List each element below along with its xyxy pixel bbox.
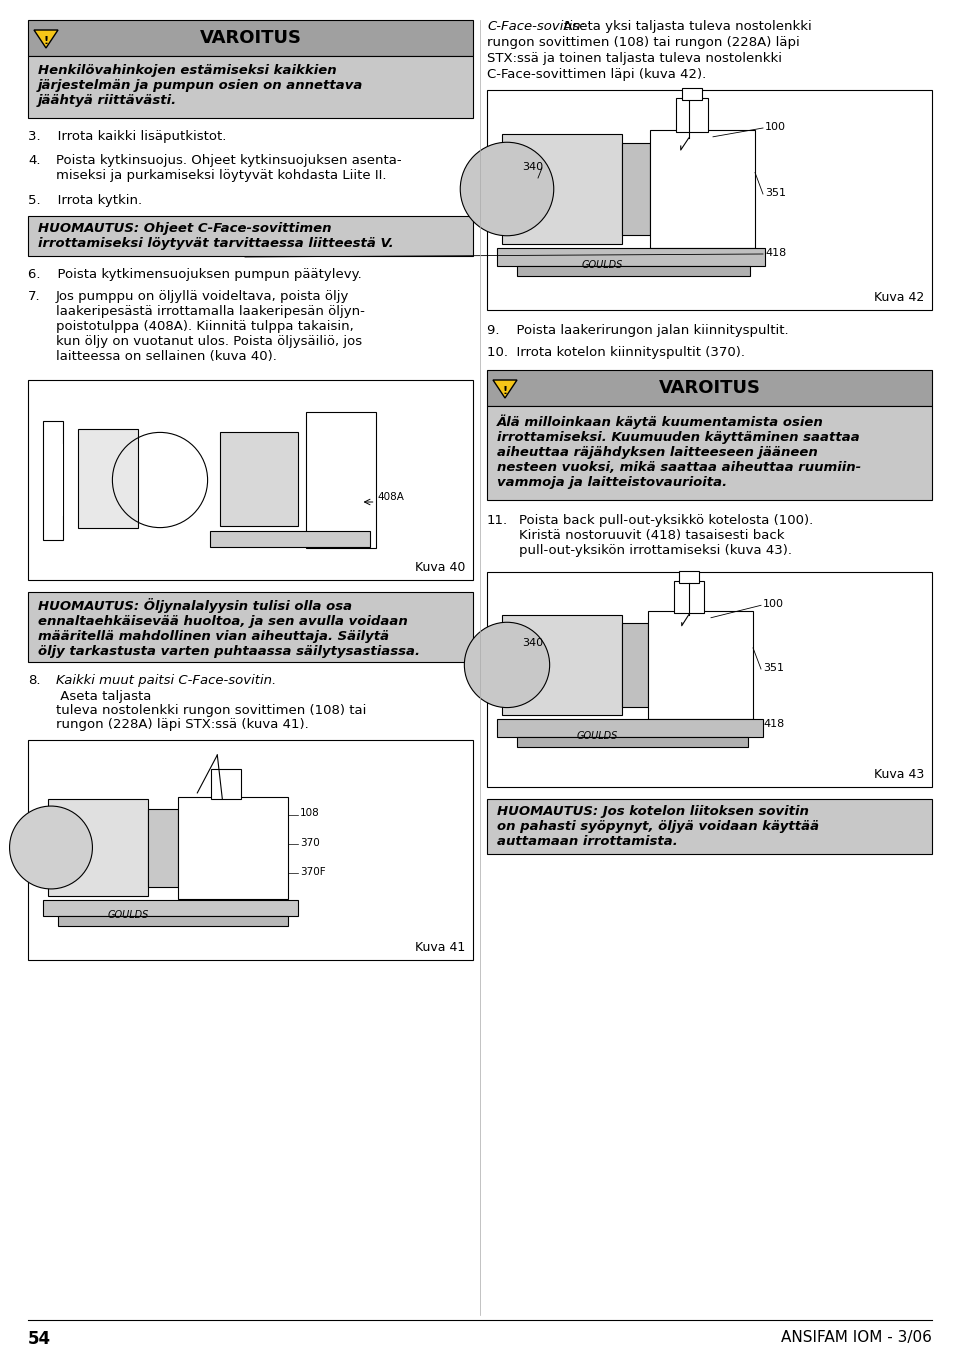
Polygon shape <box>34 30 58 49</box>
Bar <box>48 444 63 516</box>
Text: Poista kytkinsuojus. Ohjeet kytkinsuojuksen asenta-
miseksi ja purkamiseksi löyt: Poista kytkinsuojus. Ohjeet kytkinsuojuk… <box>56 154 401 182</box>
Bar <box>28 592 473 662</box>
Bar <box>517 266 750 276</box>
Text: 340: 340 <box>522 638 543 648</box>
Text: 54: 54 <box>28 1329 51 1348</box>
Bar <box>502 615 622 715</box>
Text: Kaikki muut paitsi C-Face-sovitin.: Kaikki muut paitsi C-Face-sovitin. <box>56 674 276 688</box>
Text: STX:ssä ja toinen taljasta tuleva nostolenkki: STX:ssä ja toinen taljasta tuleva nostol… <box>487 51 782 65</box>
Bar <box>43 420 63 539</box>
Bar <box>209 531 370 547</box>
Text: ANSIFAM IOM - 3/06: ANSIFAM IOM - 3/06 <box>781 1329 932 1346</box>
Bar <box>178 797 288 900</box>
Bar <box>650 130 755 249</box>
Text: HUOMAUTUS: Ohjeet C-Face-sovittimen
irrottamiseksi löytyvät tarvittaessa liittee: HUOMAUTUS: Ohjeet C-Face-sovittimen irro… <box>38 222 394 250</box>
Text: 10.  Irrota kotelon kiinnityspultit (370).: 10. Irrota kotelon kiinnityspultit (370)… <box>487 346 745 359</box>
Text: Jos pumppu on öljyllä voideltava, poista öljy
laakeripesästä irrottamalla laaker: Jos pumppu on öljyllä voideltava, poista… <box>56 290 365 363</box>
Text: 418: 418 <box>763 719 784 730</box>
Bar <box>674 581 705 613</box>
Text: VAROITUS: VAROITUS <box>200 28 301 47</box>
Bar <box>28 55 473 118</box>
Text: 108: 108 <box>300 808 320 819</box>
Bar <box>497 249 765 266</box>
Text: 6.    Poista kytkimensuojuksen pumpun päätylevy.: 6. Poista kytkimensuojuksen pumpun pääty… <box>28 267 362 281</box>
Text: GOULDS: GOULDS <box>108 911 149 920</box>
Text: Aseta taljasta: Aseta taljasta <box>56 690 152 703</box>
Bar <box>648 611 753 719</box>
Text: 351: 351 <box>763 663 784 673</box>
Text: Poista back pull-out-yksikkö kotelosta (100).
Kiristä nostoruuvit (418) tasaises: Poista back pull-out-yksikkö kotelosta (… <box>519 513 813 557</box>
Circle shape <box>10 807 92 889</box>
Bar <box>28 20 473 55</box>
Text: 8.: 8. <box>28 674 40 688</box>
Bar <box>48 798 148 896</box>
Bar <box>676 97 708 131</box>
Text: 408A: 408A <box>377 492 404 503</box>
Text: 9.    Poista laakerirungon jalan kiinnityspultit.: 9. Poista laakerirungon jalan kiinnitysp… <box>487 324 788 336</box>
Text: 351: 351 <box>765 188 786 199</box>
Text: C-Face-sovittimen läpi (kuva 42).: C-Face-sovittimen läpi (kuva 42). <box>487 68 707 81</box>
Bar <box>622 143 650 235</box>
Text: Kuva 42: Kuva 42 <box>874 290 924 304</box>
Text: GOULDS: GOULDS <box>582 259 623 270</box>
Bar <box>58 916 288 927</box>
Circle shape <box>465 623 550 708</box>
Text: 100: 100 <box>763 600 784 609</box>
Text: tuleva nostolenkki rungon sovittimen (108) tai: tuleva nostolenkki rungon sovittimen (10… <box>56 704 367 717</box>
Text: 340: 340 <box>522 162 543 172</box>
Bar <box>680 570 699 582</box>
Text: HUOMAUTUS: Öljynalalyysin tulisi olla osa
ennaltaehkäisevää huoltoa, ja sen avul: HUOMAUTUS: Öljynalalyysin tulisi olla os… <box>38 598 420 658</box>
Bar <box>220 432 298 526</box>
Bar <box>211 769 241 798</box>
Bar <box>487 798 932 854</box>
Bar <box>28 380 473 580</box>
Bar <box>487 91 932 309</box>
Bar <box>517 738 748 747</box>
Text: rungon (228A) läpi STX:ssä (kuva 41).: rungon (228A) läpi STX:ssä (kuva 41). <box>56 717 309 731</box>
Bar <box>487 571 932 788</box>
Bar <box>487 407 932 500</box>
Text: 100: 100 <box>765 122 786 132</box>
Bar <box>502 134 622 245</box>
Text: Kuva 43: Kuva 43 <box>874 767 924 781</box>
Text: !: ! <box>502 386 508 396</box>
Bar <box>487 370 932 407</box>
Text: 5.    Irrota kytkin.: 5. Irrota kytkin. <box>28 195 142 207</box>
Text: Henkilövahinkojen estämiseksi kaikkien
järjestelmän ja pumpun osien on annettava: Henkilövahinkojen estämiseksi kaikkien j… <box>38 63 364 107</box>
Polygon shape <box>493 380 517 399</box>
Text: 4.: 4. <box>28 154 40 168</box>
Bar <box>497 719 763 738</box>
Bar <box>305 412 375 549</box>
Text: C-Face-sovitin:: C-Face-sovitin: <box>487 20 586 32</box>
Bar <box>28 216 473 255</box>
Text: 11.: 11. <box>487 513 508 527</box>
Text: 418: 418 <box>765 249 786 258</box>
Bar <box>683 88 703 100</box>
Bar <box>78 430 138 528</box>
Bar <box>28 740 473 961</box>
Text: Kuva 41: Kuva 41 <box>415 942 465 954</box>
Text: 7.: 7. <box>28 290 40 303</box>
Text: GOULDS: GOULDS <box>576 731 617 742</box>
Text: Älä milloinkaan käytä kuumentamista osien
irrottamiseksi. Kuumuuden käyttäminen : Älä milloinkaan käytä kuumentamista osie… <box>497 413 861 489</box>
Bar <box>148 808 178 886</box>
Text: 370F: 370F <box>300 867 325 877</box>
Text: HUOMAUTUS: Jos kotelon liitoksen sovitin
on pahasti syöpynyt, öljyä voidaan käyt: HUOMAUTUS: Jos kotelon liitoksen sovitin… <box>497 805 819 848</box>
Text: 3.    Irrota kaikki lisäputkistot.: 3. Irrota kaikki lisäputkistot. <box>28 130 227 143</box>
Text: VAROITUS: VAROITUS <box>659 380 760 397</box>
Text: !: ! <box>43 36 49 46</box>
Bar <box>622 623 648 707</box>
Text: 370: 370 <box>300 838 320 847</box>
Text: rungon sovittimen (108) tai rungon (228A) läpi: rungon sovittimen (108) tai rungon (228A… <box>487 36 800 49</box>
Circle shape <box>460 142 554 236</box>
Bar <box>43 900 298 916</box>
Text: Kuva 40: Kuva 40 <box>415 561 465 574</box>
Text: Aseta yksi taljasta tuleva nostolenkki: Aseta yksi taljasta tuleva nostolenkki <box>559 20 812 32</box>
